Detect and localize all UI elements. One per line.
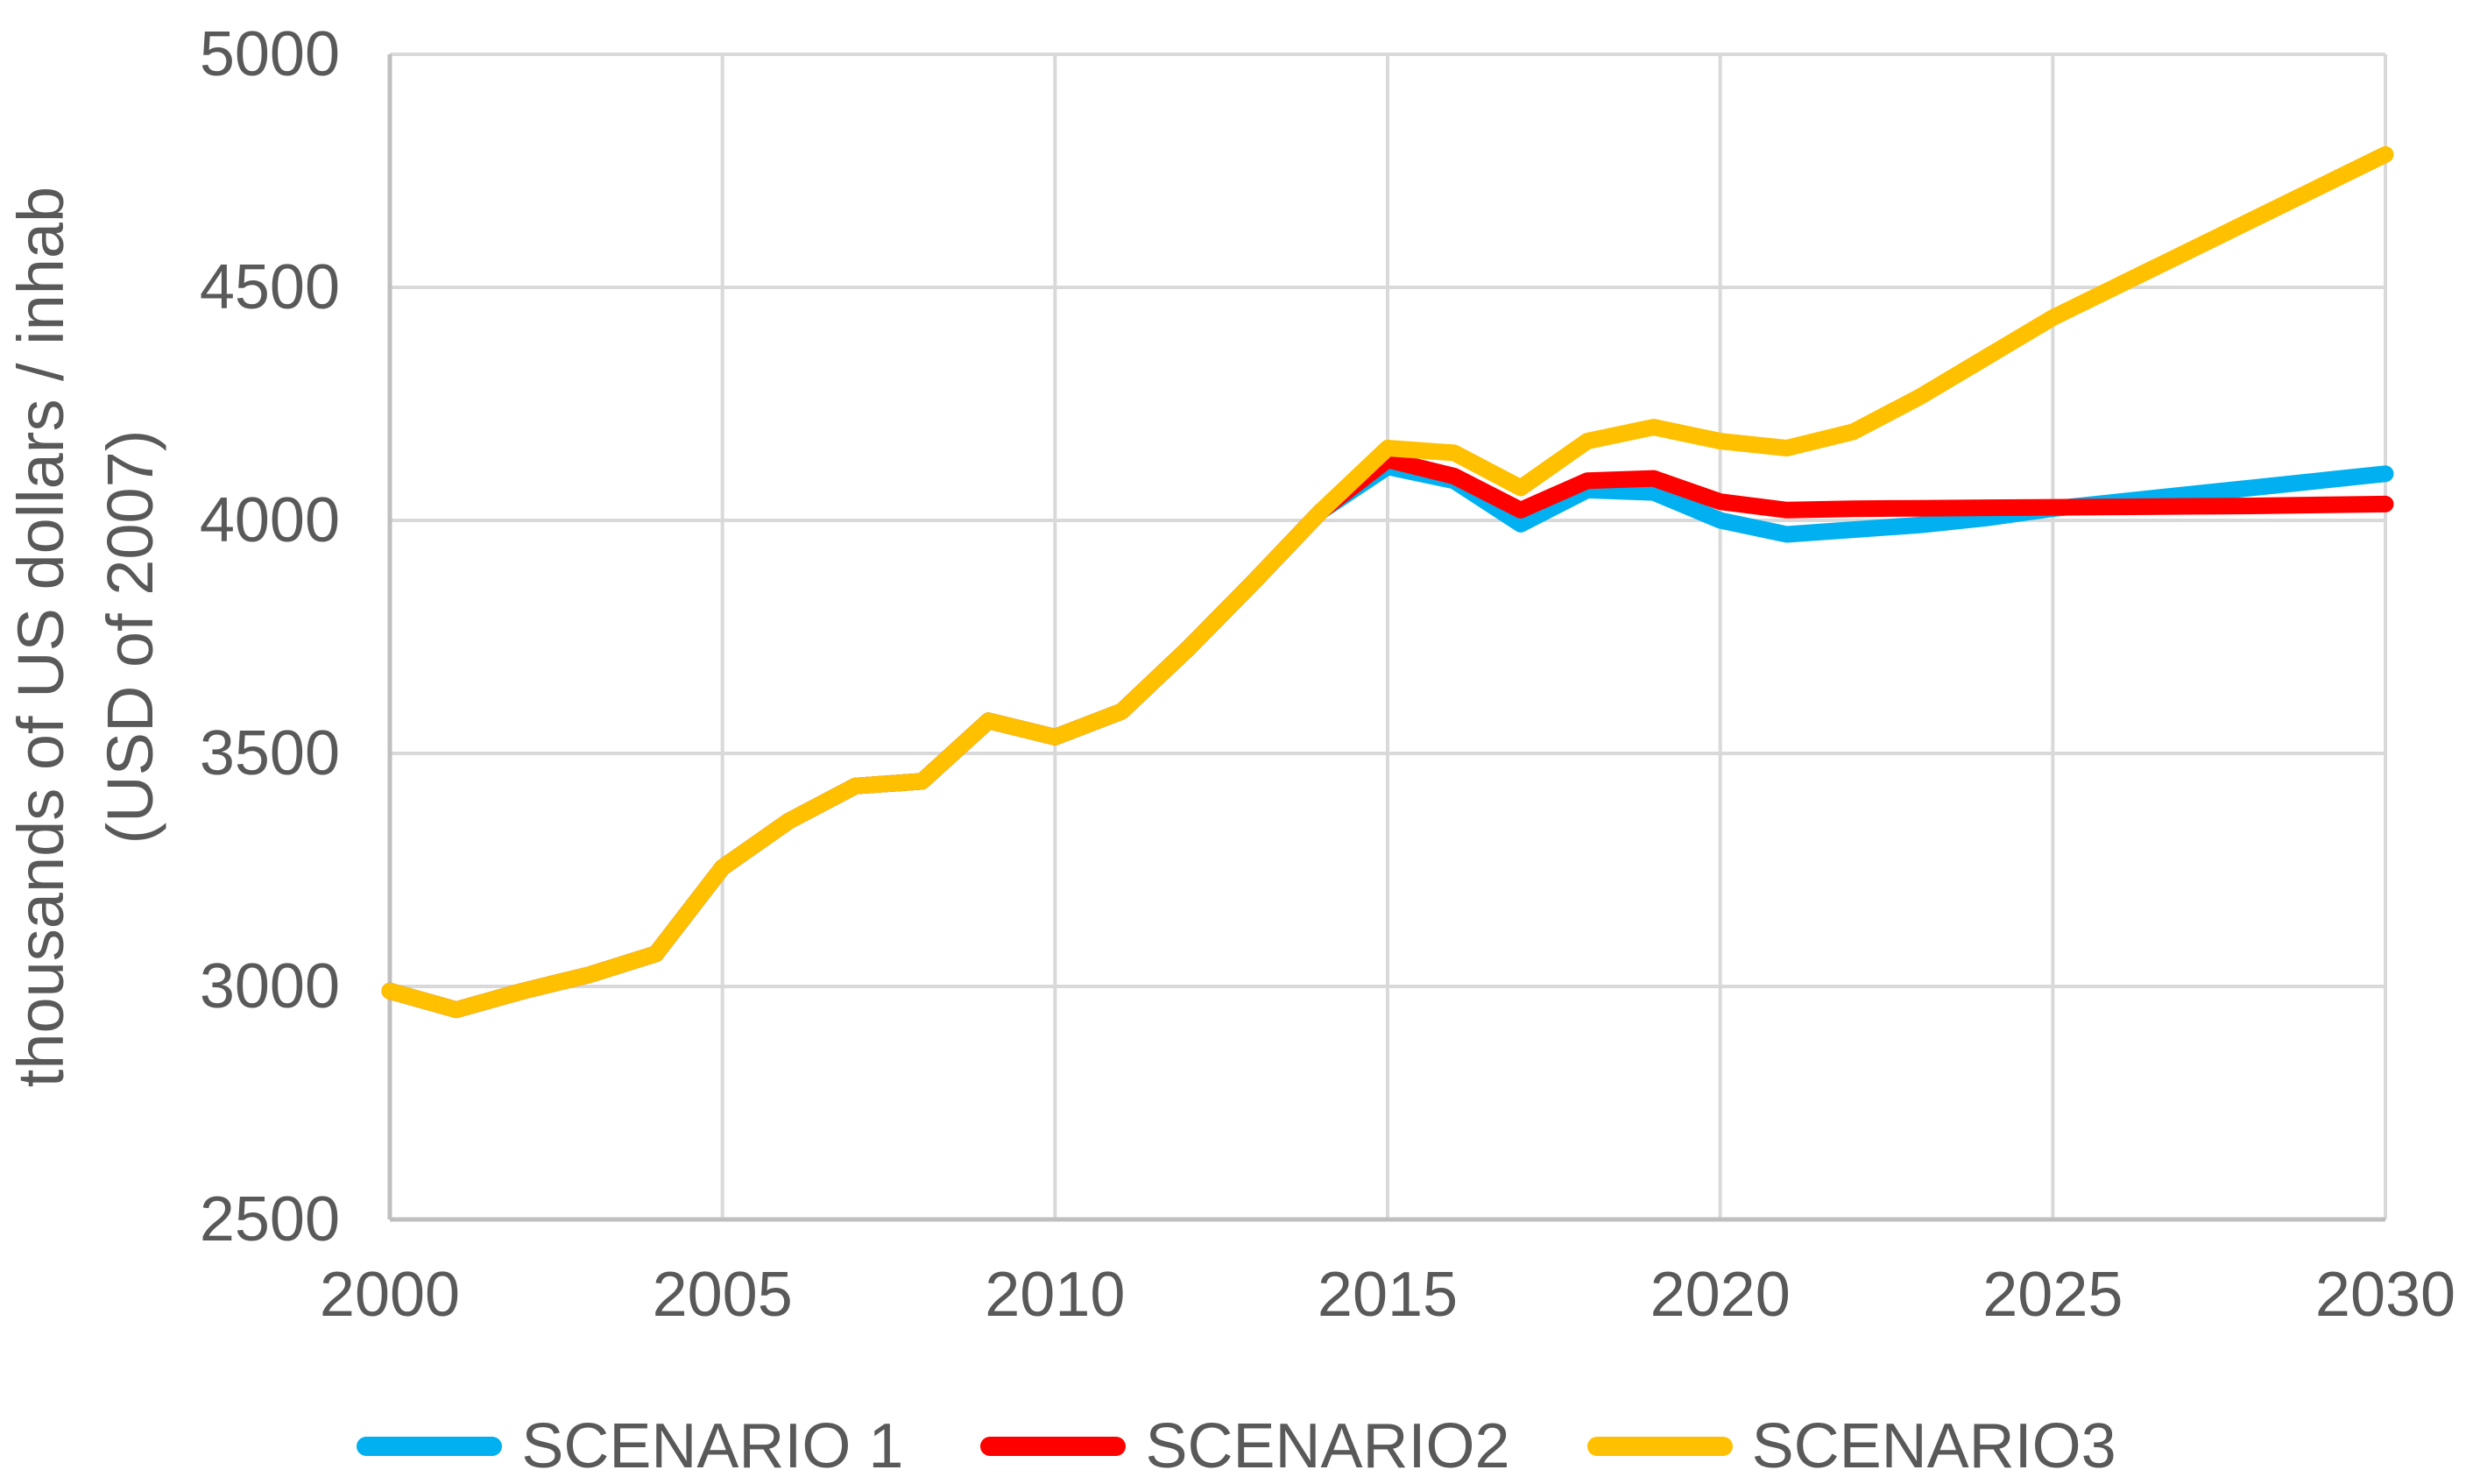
y-axis-title-line1: thousands of US dollars / inhab [4, 186, 77, 1088]
y-axis-title-line2: (USD of 2007) [94, 429, 166, 844]
x-tick-label: 2010 [985, 1260, 1126, 1330]
y-tick-label: 3000 [199, 951, 340, 1021]
legend-swatch-icon [357, 1437, 503, 1456]
series-line-scenario3 [381, 145, 2394, 1019]
y-tick-label: 5000 [199, 19, 340, 89]
x-tick-label: 2015 [1317, 1260, 1459, 1330]
legend-label: SCENARIO2 [1145, 1411, 1510, 1481]
x-tick-label: 2000 [319, 1260, 461, 1330]
legend-label: SCENARIO3 [1751, 1411, 2116, 1481]
chart-legend: SCENARIO 1 SCENARIO2 SCENARIO3 [0, 1407, 2473, 1484]
y-tick-label: 4500 [199, 252, 340, 322]
y-axis-title: thousands of US dollars / inhab (USD of … [0, 50, 180, 1224]
x-tick-label: 2030 [2314, 1260, 2456, 1330]
y-tick-label: 2500 [199, 1184, 340, 1254]
legend-swatch-icon [1586, 1437, 1733, 1456]
x-tick-label: 2020 [1650, 1260, 1791, 1330]
x-tick-label: 2025 [1982, 1260, 2123, 1330]
legend-item-scenario3: SCENARIO3 [1586, 1410, 2116, 1482]
x-tick-label: 2005 [652, 1260, 793, 1330]
y-tick-label: 4000 [199, 485, 340, 555]
y-tick-label: 3500 [199, 718, 340, 788]
legend-swatch-icon [980, 1437, 1127, 1456]
legend-label: SCENARIO 1 [521, 1411, 904, 1481]
legend-item-scenario2: SCENARIO2 [980, 1410, 1510, 1482]
legend-item-scenario-1: SCENARIO 1 [357, 1410, 903, 1482]
